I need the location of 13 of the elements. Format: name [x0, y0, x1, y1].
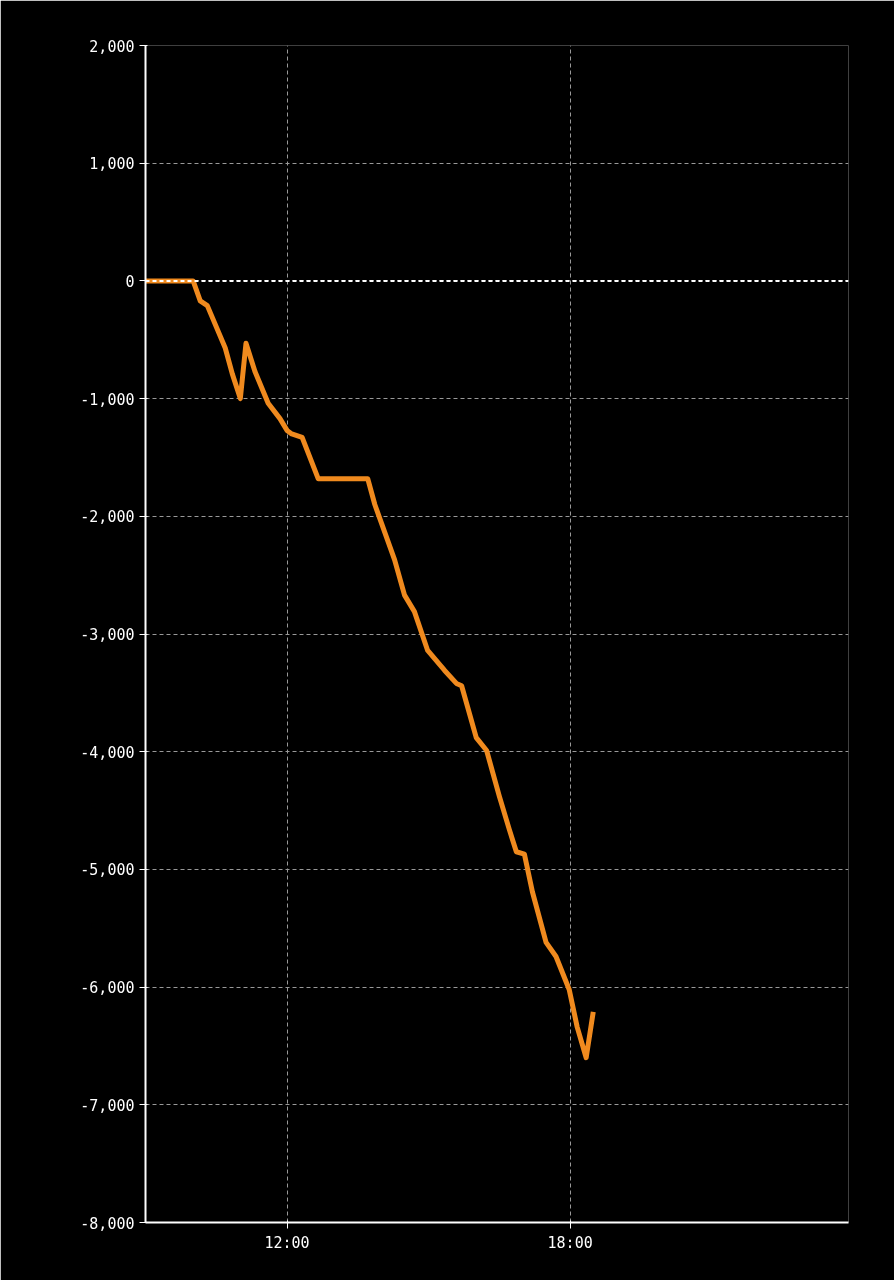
y-tick-label: 1,000 — [89, 155, 135, 174]
y-tick-label: -6,000 — [80, 979, 135, 998]
x-tick-label: 18:00 — [547, 1233, 593, 1252]
y-tick-label: -3,000 — [80, 626, 135, 644]
y-tick-label: -2,000 — [80, 508, 135, 527]
y-tick-label: 2,000 — [89, 37, 135, 56]
y-tick-label: 0 — [125, 272, 135, 291]
y-tick-label: -5,000 — [80, 861, 135, 880]
y-tick-label: -1,000 — [80, 390, 135, 409]
y-tick-label: -8,000 — [80, 1214, 135, 1233]
x-tick-label: 12:00 — [264, 1233, 310, 1252]
y-tick-label: -7,000 — [80, 1096, 135, 1115]
y-tick-label: -4,000 — [80, 743, 135, 762]
